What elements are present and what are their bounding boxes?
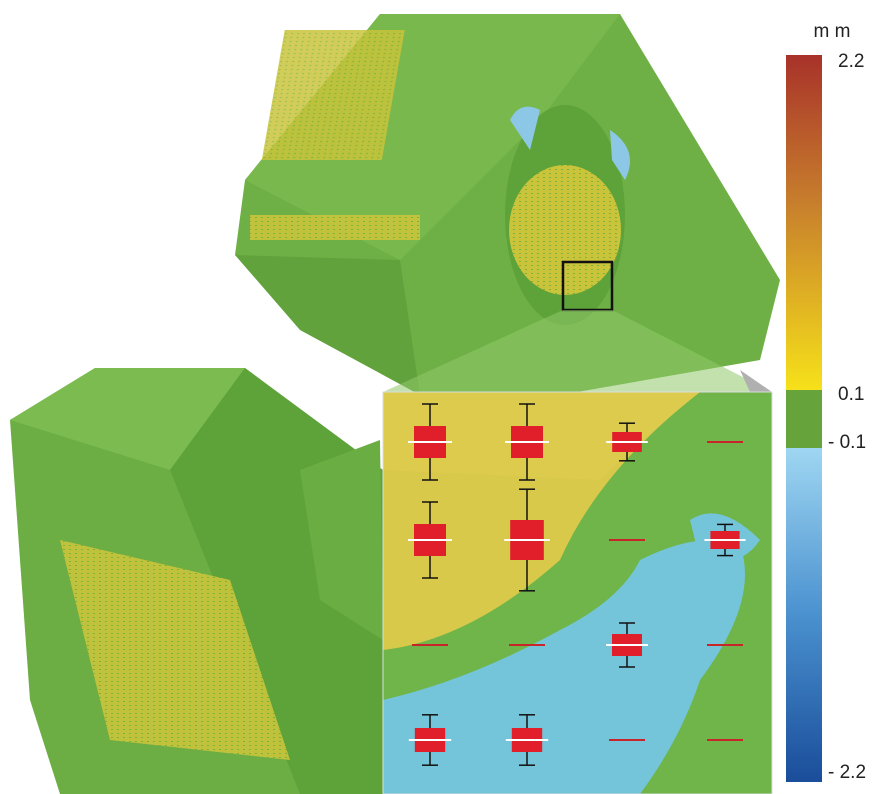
colorbar-tick-label: 2.2 xyxy=(838,51,864,72)
inset xyxy=(383,392,772,794)
colorbar-neutral xyxy=(786,390,822,448)
colorbar-unit: m m xyxy=(814,21,851,42)
lower-block xyxy=(10,368,383,794)
colorbar: m m xyxy=(786,21,850,782)
colorbar-tick-label: 0.1 xyxy=(838,384,864,405)
upper-block xyxy=(235,14,780,395)
colorbar-cool xyxy=(786,448,822,782)
colorbar-tick-label: - 0.1 xyxy=(828,432,866,453)
colorbar-warm xyxy=(786,55,822,390)
colorbar-tick-label: - 2.2 xyxy=(828,762,866,783)
inset-frame xyxy=(382,391,773,794)
